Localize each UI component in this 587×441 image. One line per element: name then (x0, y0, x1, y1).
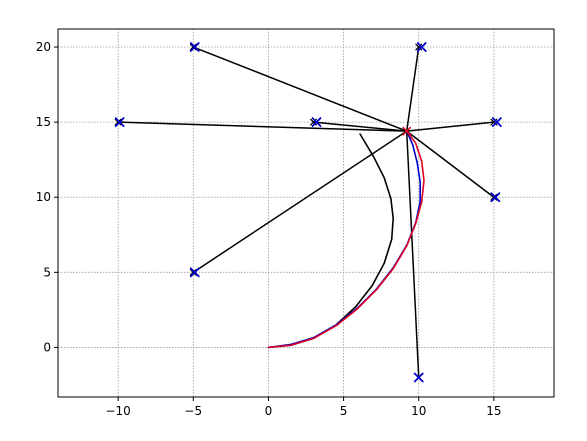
x-tick-label: −10 (105, 404, 130, 418)
spoke-line (405, 131, 420, 378)
hub-marker (402, 126, 412, 136)
y-axis: 0 5 10 15 20 (36, 40, 58, 354)
spoke-line (313, 121, 407, 132)
markers (114, 42, 502, 383)
spoke-line (406, 121, 494, 132)
x-tick-label: 15 (486, 404, 501, 418)
spoke-line (405, 46, 420, 132)
y-tick-label: 0 (43, 340, 51, 354)
spoke-line (406, 130, 495, 198)
x-tick-label: 5 (340, 404, 348, 418)
y-tick-label: 20 (36, 40, 51, 54)
target-marker (310, 117, 322, 128)
x-axis: −10 −5 0 5 10 15 (105, 397, 502, 418)
curves (267, 130, 425, 349)
target-marker (189, 42, 200, 52)
target-marker (490, 117, 502, 128)
spoke-line (192, 46, 407, 132)
target-marker (413, 372, 424, 383)
y-tick-label: 10 (36, 190, 51, 204)
y-tick-label: 15 (36, 115, 51, 129)
spoke-line (118, 121, 407, 132)
x-tick-label: 0 (265, 404, 273, 418)
spokes (118, 46, 495, 378)
x-tick-label: −5 (184, 404, 202, 418)
target-marker (189, 267, 200, 278)
plot-background (58, 29, 554, 397)
target-marker (490, 192, 501, 203)
y-tick-label: 5 (43, 265, 51, 279)
x-tick-label: 10 (411, 404, 426, 418)
target-marker (415, 42, 427, 52)
plot-frame (57, 28, 555, 398)
series-line-3 (267, 130, 425, 349)
target-marker (114, 117, 125, 128)
spoke-line (192, 130, 408, 273)
